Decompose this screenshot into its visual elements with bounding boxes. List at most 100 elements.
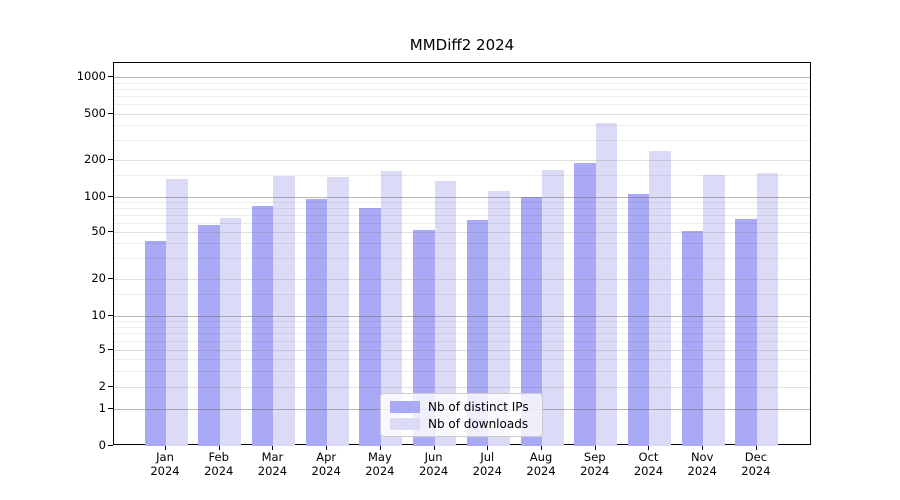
gridline-90 (114, 202, 810, 204)
xtick-label-jun: Jun 2024 (391, 450, 477, 478)
ytick-label-1: 1 (98, 400, 106, 415)
ytick-mark-2 (108, 386, 113, 387)
xtick-label-jul: Jul 2024 (444, 450, 530, 478)
gridline-900 (114, 82, 810, 84)
chart-title: MMDiff2 2024 (409, 36, 515, 54)
ytick-label-10: 10 (91, 307, 106, 322)
bar-distinct-ips-oct (627, 194, 650, 446)
xtick-month: Dec (744, 450, 768, 464)
xtick-month: Jul (480, 450, 495, 464)
bar-downloads-jun (434, 180, 457, 446)
xtick-mark-jun (433, 445, 435, 450)
xtick-mark-aug (541, 445, 543, 450)
bar-distinct-ips-mar (251, 206, 274, 446)
xtick-month: Nov (690, 450, 714, 464)
gridline-800 (114, 88, 810, 90)
gridline-80 (114, 208, 810, 210)
xtick-month: Jan (156, 450, 174, 464)
xtick-month: Aug (529, 450, 553, 464)
gridline-500 (114, 114, 810, 115)
gridline-700 (114, 96, 810, 98)
gridline-2 (114, 387, 810, 388)
xtick-label-mar: Mar 2024 (229, 450, 315, 478)
gridline-200 (114, 160, 810, 161)
gridline-30 (114, 258, 810, 260)
xtick-year: 2024 (257, 464, 288, 478)
ytick-label-2: 2 (98, 378, 106, 393)
xtick-year: 2024 (580, 464, 610, 478)
gridline-9 (114, 321, 810, 323)
gridline-150 (114, 175, 810, 177)
gridline-20 (114, 279, 810, 280)
gridline-4 (114, 359, 810, 360)
xtick-year: 2024 (365, 464, 395, 478)
xtick-label-nov: Nov 2024 (659, 450, 745, 478)
xtick-mark-dec (755, 445, 757, 450)
ytick-mark-100 (108, 196, 113, 197)
bar-downloads-sep (595, 123, 618, 446)
xtick-mark-feb (218, 445, 220, 450)
bar-downloads-nov (703, 174, 725, 446)
ytick-mark-20 (108, 278, 113, 279)
gridline-600 (114, 104, 810, 106)
bar-distinct-ips-feb (198, 224, 220, 446)
bar-downloads-oct (649, 150, 671, 446)
plot-area (113, 62, 811, 446)
bar-distinct-ips-dec (735, 218, 757, 446)
xtick-label-may: May 2024 (337, 450, 423, 478)
bar-downloads-may (380, 170, 403, 446)
xtick-mark-mar (272, 445, 274, 450)
gridline-6 (114, 341, 810, 343)
bar-downloads-mar (273, 176, 295, 446)
legend-label-downloads: Nb of downloads (428, 416, 529, 431)
bar-distinct-ips-apr (305, 199, 328, 446)
bar-distinct-ips-jun (413, 230, 435, 446)
xtick-year: 2024 (150, 464, 180, 478)
legend-item-downloads: Nb of downloads (390, 417, 533, 431)
xtick-year: 2024 (311, 464, 341, 478)
xtick-label-feb: Feb 2024 (176, 450, 262, 478)
gridline-40 (114, 243, 810, 245)
bar-distinct-ips-nov (681, 231, 704, 446)
bar-distinct-ips-jan (144, 240, 166, 446)
xtick-month: Sep (583, 450, 606, 464)
xtick-mark-sep (594, 445, 596, 450)
ytick-label-0: 0 (98, 437, 106, 452)
bar-distinct-ips-jul (466, 220, 489, 446)
xtick-mark-jan (165, 445, 166, 450)
xtick-month: Oct (638, 450, 659, 464)
xtick-year: 2024 (633, 464, 664, 478)
ytick-label-1000: 1000 (76, 68, 106, 83)
gridline-300 (114, 139, 810, 141)
ytick-label-500: 500 (84, 105, 106, 120)
xtick-mark-jul (487, 445, 489, 450)
ytick-mark-200 (108, 159, 113, 160)
xtick-year: 2024 (687, 464, 717, 478)
ytick-label-100: 100 (84, 188, 106, 203)
gridline-1000 (114, 77, 810, 78)
bar-downloads-jul (488, 191, 510, 446)
bar-downloads-aug (542, 170, 564, 446)
xtick-label-dec: Dec 2024 (713, 450, 799, 478)
xtick-year: 2024 (204, 464, 234, 478)
xtick-mark-may (379, 445, 381, 450)
xtick-month: Mar (261, 450, 284, 464)
xtick-year: 2024 (526, 464, 556, 478)
legend-label-distinct-ips: Nb of distinct IPs (428, 399, 529, 414)
xtick-label-oct: Oct 2024 (605, 450, 691, 478)
ytick-mark-1000 (108, 76, 113, 77)
gridline-8 (114, 326, 810, 328)
bar-downloads-jan (166, 179, 188, 446)
xtick-month: Apr (316, 450, 337, 464)
bar-downloads-feb (219, 217, 242, 446)
gridline-15 (114, 294, 810, 296)
ytick-label-5: 5 (98, 341, 106, 356)
legend-swatch-distinct-ips (390, 400, 420, 413)
gridline-400 (114, 125, 810, 127)
gridline-70 (114, 215, 810, 216)
xtick-mark-nov (702, 445, 704, 450)
xtick-month: Feb (208, 450, 229, 464)
ytick-mark-1 (108, 408, 113, 409)
xtick-mark-oct (648, 445, 650, 450)
